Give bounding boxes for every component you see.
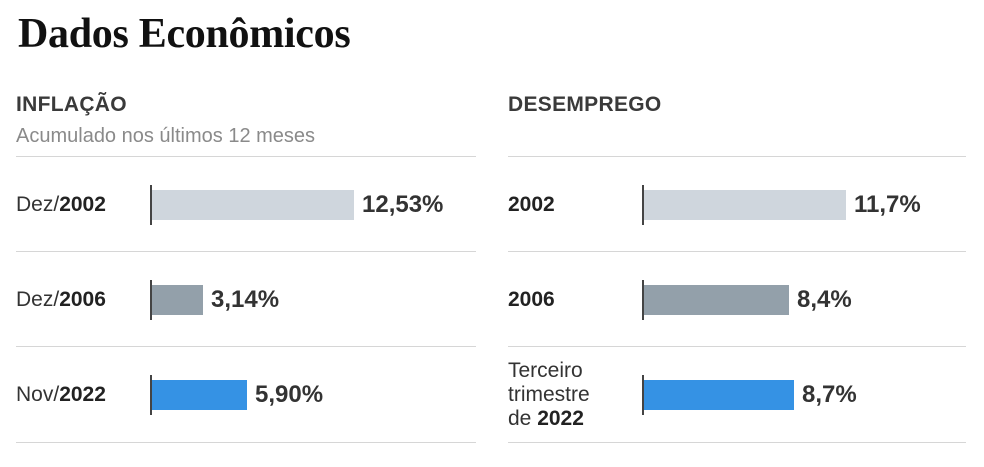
bar	[644, 190, 846, 220]
bar	[644, 285, 789, 315]
axis-line	[642, 185, 644, 225]
unemployment-panel: DESEMPREGO 2002 11,7% 2006 8,4% Terceiro trim…	[508, 90, 966, 450]
value-label: 3,14%	[211, 286, 280, 313]
value-label: 8,4%	[797, 286, 852, 313]
value-label: 12,53%	[362, 191, 444, 218]
inflation-subtitle: Acumulado nos últimos 12 meses	[16, 125, 316, 147]
axis-line	[150, 185, 152, 225]
value-label: 5,90%	[255, 381, 324, 408]
inflation-row: Dez/2002 12,53%	[16, 156, 476, 252]
value-label: 8,7%	[802, 381, 857, 408]
bar	[644, 380, 794, 410]
value-label: 11,7%	[854, 191, 921, 218]
inflation-title: INFLAÇÃO	[16, 93, 127, 116]
axis-line	[150, 280, 152, 320]
bar	[152, 380, 247, 410]
axis-line	[642, 375, 644, 415]
unemployment-row: 2006 8,4%	[508, 251, 966, 347]
category-label: Terceiro trimestre de 2022	[508, 358, 590, 430]
axis-line	[150, 375, 152, 415]
unemployment-header: DESEMPREGO	[508, 90, 966, 156]
category-label: 2006	[508, 287, 555, 311]
page-title: Dados Econômicos	[18, 11, 351, 57]
category-label: Nov/2022	[16, 382, 106, 406]
inflation-panel: INFLAÇÃO Acumulado nos últimos 12 meses …	[16, 90, 476, 450]
unemployment-title: DESEMPREGO	[508, 93, 662, 116]
category-label: Dez/2002	[16, 192, 106, 216]
unemployment-row: 2002 11,7%	[508, 156, 966, 252]
inflation-row: Nov/2022 5,90%	[16, 346, 476, 443]
unemployment-row: Terceiro trimestre de 2022 8,7%	[508, 346, 966, 443]
category-label: Dez/2006	[16, 287, 106, 311]
bar	[152, 190, 354, 220]
axis-line	[642, 280, 644, 320]
inflation-row: Dez/2006 3,14%	[16, 251, 476, 347]
inflation-header: INFLAÇÃO Acumulado nos últimos 12 meses	[16, 90, 476, 156]
bar	[152, 285, 203, 315]
category-label: 2002	[508, 192, 555, 216]
